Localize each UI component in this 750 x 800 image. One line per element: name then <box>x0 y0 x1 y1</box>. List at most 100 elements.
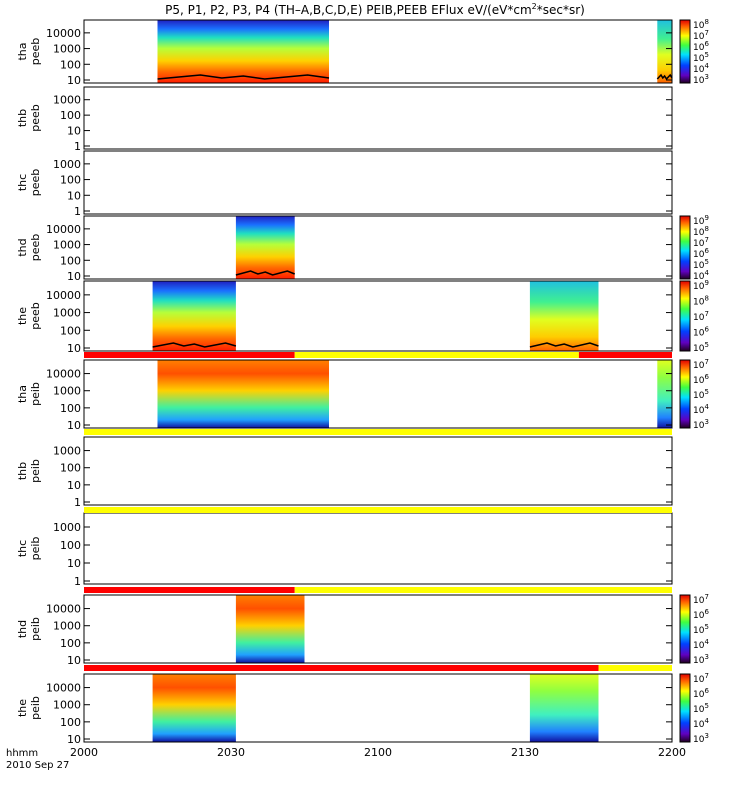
title-tail: *sec*sr) <box>537 3 585 17</box>
panel-thb-peeb: 1 10 100 1000 thb peeb <box>16 86 673 153</box>
panel-frame <box>83 436 673 506</box>
y-tick-label: 100 <box>60 539 81 552</box>
panel-frame <box>83 673 673 743</box>
y-tick-label: 1 <box>74 140 81 153</box>
x-tick-label: 2000 <box>70 746 98 759</box>
y-tick-label: 10 <box>67 557 81 570</box>
panel-frame <box>83 86 673 150</box>
y-tick-label: 1000 <box>53 521 81 534</box>
colorbar-tick-label: 109 <box>693 214 709 227</box>
panel-thd-peib: 10 100 1000 10000 thd peib 103 104 105 106 107 <box>16 593 709 667</box>
flag-bar <box>84 587 672 593</box>
spectrogram-block <box>157 20 329 83</box>
product-label: peeb <box>29 169 42 197</box>
x-tick-label: 2130 <box>511 746 539 759</box>
flag-segment <box>84 665 599 671</box>
flag-bar <box>84 429 672 435</box>
product-label: peib <box>29 382 42 406</box>
y-tick-label: 1000 <box>53 620 81 633</box>
y-tick-label: 10 <box>67 74 81 87</box>
x-unit-label: hhmm <box>6 748 38 759</box>
colorbar-tick-label: 105 <box>693 623 709 636</box>
product-label: peib <box>29 617 42 641</box>
colorbar-tick-label: 106 <box>693 687 709 700</box>
y-tick-label: 100 <box>60 58 81 71</box>
panel-thb-peib: 1 10 100 1000 thb peib <box>16 436 673 509</box>
flag-segment <box>84 587 295 593</box>
probe-label: thd <box>16 238 29 256</box>
spectrogram-block <box>152 674 236 742</box>
colorbar-tick-label: 104 <box>693 638 709 651</box>
panel-tha-peib: 10 100 1000 10000 tha peib 103 104 105 106 107 <box>16 358 709 432</box>
y-tick-label: 1 <box>74 575 81 588</box>
colorbar <box>679 673 691 743</box>
colorbar-tick-label: 105 <box>693 388 709 401</box>
flag-segment <box>578 352 672 358</box>
product-label: peeb <box>29 104 42 132</box>
spectrogram-block <box>235 216 295 279</box>
colorbar <box>679 359 691 429</box>
colorbar-tick-label: 105 <box>693 51 709 64</box>
y-tick-label: 100 <box>60 402 81 415</box>
colorbar-tick-label: 106 <box>693 326 709 339</box>
colorbar <box>679 215 691 280</box>
probe-label: thc <box>16 540 29 557</box>
flag-bar <box>84 352 672 358</box>
product-label: peib <box>29 696 42 720</box>
spectrogram-block <box>152 281 236 351</box>
y-tick-label: 10000 <box>46 27 81 40</box>
product-label: peib <box>29 459 42 483</box>
y-tick-label: 10 <box>67 479 81 492</box>
y-tick-label: 10 <box>67 733 81 746</box>
product-label: peeb <box>29 302 42 330</box>
y-tick-label: 1 <box>74 496 81 509</box>
y-tick-label: 10000 <box>46 682 81 695</box>
flag-bar <box>84 665 672 671</box>
y-tick-label: 100 <box>60 109 81 122</box>
y-tick-label: 10000 <box>46 368 81 381</box>
flag-segment <box>84 429 672 435</box>
colorbar-tick-label: 107 <box>693 29 709 42</box>
panel-the-peeb: 10 100 1000 10000 the peeb 105 106 107 108 109 <box>16 279 709 355</box>
probe-label: tha <box>16 42 29 60</box>
flag-bar <box>84 507 672 513</box>
title-superscript: 2 <box>532 2 537 11</box>
spectrogram-block <box>657 360 672 428</box>
y-tick-label: 10 <box>67 342 81 355</box>
flag-segment <box>598 665 672 671</box>
y-tick-label: 1000 <box>53 307 81 320</box>
panel-frame <box>83 512 673 585</box>
colorbar <box>679 280 691 352</box>
panel-frame <box>83 359 673 429</box>
colorbar-tick-label: 105 <box>693 702 709 715</box>
panel-frame <box>83 215 673 280</box>
y-tick-label: 10 <box>67 270 81 283</box>
colorbar-tick-label: 104 <box>693 62 709 75</box>
flag-segment <box>84 507 672 513</box>
colorbar-tick-label: 104 <box>693 269 709 282</box>
colorbar-tick-label: 105 <box>693 341 709 354</box>
x-tick-label: 2100 <box>364 746 392 759</box>
y-tick-label: 100 <box>60 462 81 475</box>
colorbar-tick-label: 107 <box>693 672 709 685</box>
x-date-label: 2010 Sep 27 <box>6 760 69 771</box>
y-tick-label: 100 <box>60 174 81 187</box>
spacecraft-potential-trace <box>529 342 599 348</box>
y-tick-label: 100 <box>60 716 81 729</box>
colorbar-tick-label: 109 <box>693 279 709 292</box>
y-tick-label: 100 <box>60 254 81 267</box>
y-tick-label: 10 <box>67 419 81 432</box>
probe-label: thb <box>16 462 29 480</box>
spectrogram-block <box>157 360 329 428</box>
colorbar <box>679 19 691 84</box>
spectrogram-block <box>529 674 599 742</box>
title-main: P5, P1, P2, P3, P4 (TH–A,B,C,D,E) PEIB,P… <box>165 3 532 17</box>
product-label: peib <box>29 537 42 561</box>
y-tick-label: 100 <box>60 324 81 337</box>
colorbar-tick-label: 104 <box>693 403 709 416</box>
panel-frame <box>83 280 673 352</box>
x-tick-labels: 2000 2030 2100 2130 2200 <box>70 746 686 759</box>
